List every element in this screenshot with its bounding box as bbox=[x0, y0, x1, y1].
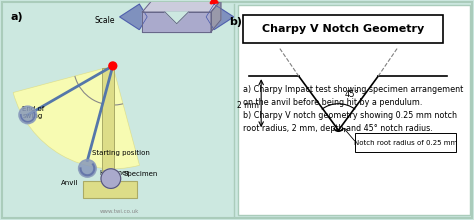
Polygon shape bbox=[142, 0, 221, 12]
Text: Notch root radius of 0.25 mm: Notch root radius of 0.25 mm bbox=[354, 140, 457, 146]
Text: b): b) bbox=[229, 16, 243, 27]
Text: 2 mm: 2 mm bbox=[237, 101, 259, 110]
Text: a): a) bbox=[10, 12, 23, 22]
Text: a) Charpy Impact test showing specimen arrangement: a) Charpy Impact test showing specimen a… bbox=[243, 85, 463, 94]
Text: Anvil: Anvil bbox=[61, 180, 78, 185]
Text: End of
swing: End of swing bbox=[22, 106, 45, 119]
Text: 45°: 45° bbox=[345, 90, 359, 99]
Circle shape bbox=[79, 160, 96, 177]
Circle shape bbox=[109, 62, 117, 70]
Text: b) Charpy V notch geometry showing 0.25 mm notch: b) Charpy V notch geometry showing 0.25 … bbox=[243, 111, 457, 120]
Text: Starting position: Starting position bbox=[92, 150, 150, 156]
Wedge shape bbox=[13, 66, 139, 169]
Text: Specimen: Specimen bbox=[124, 171, 158, 177]
FancyBboxPatch shape bbox=[356, 133, 456, 152]
Polygon shape bbox=[119, 4, 147, 30]
Polygon shape bbox=[211, 0, 221, 32]
FancyBboxPatch shape bbox=[238, 5, 470, 215]
FancyBboxPatch shape bbox=[243, 15, 444, 44]
Text: root radius, 2 mm, depth and 45° notch radius.: root radius, 2 mm, depth and 45° notch r… bbox=[243, 124, 433, 133]
Polygon shape bbox=[206, 4, 234, 30]
Text: Charpy V Notch Geometry: Charpy V Notch Geometry bbox=[262, 24, 425, 34]
Polygon shape bbox=[165, 12, 189, 24]
Polygon shape bbox=[142, 12, 211, 32]
Text: on the anvil before being hit by a pendulum.: on the anvil before being hit by a pendu… bbox=[243, 98, 422, 107]
Text: www.twi.co.uk: www.twi.co.uk bbox=[100, 209, 139, 214]
Circle shape bbox=[19, 106, 36, 124]
Text: Hammer: Hammer bbox=[99, 170, 129, 176]
Text: Scale: Scale bbox=[95, 16, 115, 25]
FancyBboxPatch shape bbox=[102, 68, 114, 183]
FancyBboxPatch shape bbox=[83, 181, 137, 198]
Circle shape bbox=[101, 169, 121, 188]
